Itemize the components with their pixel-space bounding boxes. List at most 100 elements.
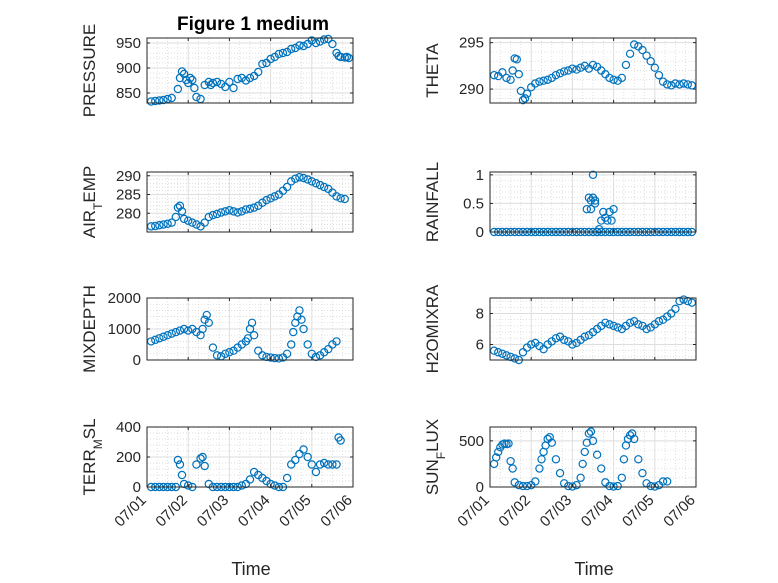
- data-point: [208, 210, 218, 220]
- data-point: [200, 461, 209, 471]
- data-point: [175, 201, 185, 210]
- data-point: [547, 438, 557, 447]
- data-point: [241, 205, 251, 214]
- x-tick-label: 07/01: [454, 492, 493, 531]
- data-point: [295, 41, 304, 50]
- data-point: [299, 41, 308, 51]
- data-point: [535, 77, 544, 86]
- data-point: [609, 321, 618, 331]
- x-tick-label: 07/06: [660, 492, 699, 531]
- data-point: [183, 481, 193, 490]
- data-point: [336, 194, 345, 203]
- data-point: [568, 64, 577, 73]
- data-point: [491, 453, 501, 462]
- data-point: [597, 464, 606, 473]
- data-point: [212, 77, 222, 87]
- data-point: [146, 337, 156, 346]
- data-point: [289, 327, 298, 337]
- axes-box: [489, 37, 697, 104]
- data-point: [498, 349, 507, 358]
- data-point: [167, 218, 176, 227]
- data-point: [258, 198, 267, 207]
- data-point: [551, 70, 561, 80]
- data-point: [336, 52, 345, 62]
- data-point: [179, 69, 189, 79]
- data-point: [291, 455, 300, 465]
- data-point: [572, 480, 581, 490]
- data-point: [291, 174, 300, 183]
- data-point: [671, 79, 680, 88]
- data-point: [167, 329, 176, 338]
- data-point: [303, 175, 312, 184]
- data-point: [159, 332, 168, 341]
- data-point: [303, 340, 312, 349]
- data-point: [299, 324, 308, 334]
- data-point: [274, 354, 284, 363]
- data-point: [518, 348, 528, 357]
- data-point: [625, 318, 635, 327]
- data-point: [212, 351, 222, 360]
- data-point: [642, 51, 651, 60]
- data-point: [580, 332, 589, 341]
- y-tick-label: 0: [133, 479, 141, 496]
- data-point: [590, 199, 600, 208]
- subplot-mixdepth: 0 1000 2000 MIXDEPTH: [80, 285, 354, 373]
- data-point: [613, 481, 622, 491]
- data-series-sun-flux: [489, 427, 672, 491]
- data-point: [555, 468, 565, 478]
- data-point: [183, 216, 193, 225]
- data-point: [245, 73, 255, 83]
- data-point: [617, 473, 627, 482]
- data-point: [266, 194, 275, 203]
- data-point: [241, 76, 251, 85]
- data-point: [539, 344, 548, 354]
- data-point: [171, 212, 181, 222]
- data-point: [303, 452, 312, 462]
- data-point: [504, 439, 513, 448]
- data-point: [254, 67, 263, 77]
- data-point: [527, 340, 536, 349]
- y-tick-label: 8: [476, 306, 484, 323]
- data-point: [247, 318, 257, 327]
- data-point: [555, 69, 565, 78]
- data-point: [586, 427, 596, 436]
- data-point: [625, 49, 635, 58]
- data-point: [502, 73, 511, 83]
- data-point: [299, 173, 308, 183]
- data-point: [171, 327, 181, 337]
- data-point: [675, 80, 684, 89]
- data-point: [576, 63, 585, 72]
- data-point: [551, 334, 561, 343]
- data-point: [159, 220, 168, 229]
- data-point: [328, 39, 337, 49]
- data-point: [679, 79, 688, 88]
- data-point: [307, 460, 316, 469]
- y-tick-label: 0: [476, 224, 484, 241]
- data-point: [245, 204, 255, 213]
- y-tick-label: 500: [459, 433, 484, 450]
- x-tick-label: 07/04: [235, 492, 274, 531]
- data-point: [332, 192, 341, 201]
- data-point: [225, 206, 234, 215]
- data-point: [186, 73, 195, 83]
- data-point: [609, 204, 618, 214]
- data-point: [282, 473, 292, 483]
- data-point: [324, 34, 333, 44]
- data-point: [332, 460, 341, 469]
- y-axis-label: SUNFLUX: [423, 419, 448, 495]
- data-point: [241, 479, 251, 489]
- data-point: [588, 60, 598, 70]
- y-tick-label: 0: [133, 352, 141, 369]
- data-point: [173, 84, 183, 94]
- data-point: [667, 81, 676, 90]
- data-series-theta: [489, 40, 697, 105]
- data-point: [311, 179, 321, 188]
- data-point: [531, 79, 540, 88]
- data-point: [654, 317, 664, 326]
- y-tick-label: 400: [116, 419, 141, 436]
- data-point: [237, 481, 246, 490]
- data-point: [291, 43, 300, 53]
- data-point: [146, 222, 156, 231]
